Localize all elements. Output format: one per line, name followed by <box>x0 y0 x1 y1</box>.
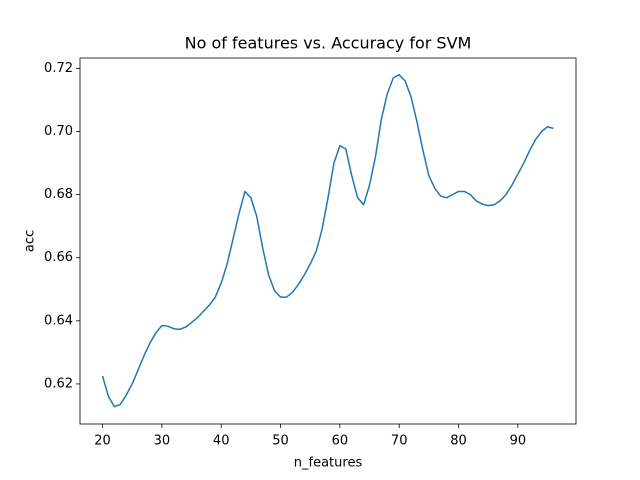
plot-frame <box>79 57 577 425</box>
y-tick-label: 0.68 <box>44 187 73 202</box>
x-tick-label: 40 <box>213 434 230 449</box>
x-tick-label: 80 <box>450 434 467 449</box>
y-tick-label: 0.64 <box>44 313 73 328</box>
x-tick-label: 30 <box>154 434 171 449</box>
x-tick-label: 90 <box>510 434 527 449</box>
line-series <box>101 73 554 408</box>
x-tick-label: 60 <box>332 434 349 449</box>
x-tick-label: 20 <box>94 434 111 449</box>
y-tick-label: 0.62 <box>44 376 73 391</box>
chart-title: No of features vs. Accuracy for SVM <box>185 34 472 53</box>
x-tick-label: 50 <box>272 434 289 449</box>
y-axis-label: acc <box>23 230 38 252</box>
x-axis-label: n_features <box>294 456 363 471</box>
y-tick-label: 0.72 <box>44 61 73 76</box>
x-tick-label: 70 <box>391 434 408 449</box>
y-tick-label: 0.70 <box>44 124 73 139</box>
y-tick-label: 0.66 <box>44 250 73 265</box>
